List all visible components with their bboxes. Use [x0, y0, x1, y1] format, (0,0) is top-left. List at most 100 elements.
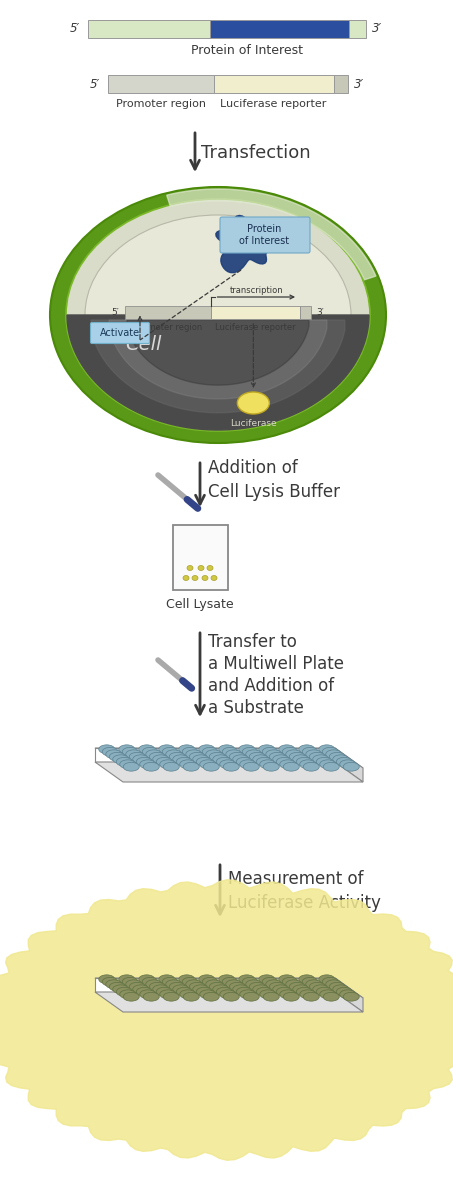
Ellipse shape: [182, 747, 198, 756]
Polygon shape: [95, 978, 363, 998]
Ellipse shape: [109, 982, 125, 991]
Ellipse shape: [85, 215, 351, 415]
Ellipse shape: [149, 753, 165, 761]
Ellipse shape: [319, 975, 335, 984]
Ellipse shape: [199, 745, 215, 754]
Ellipse shape: [293, 755, 309, 763]
Ellipse shape: [179, 975, 195, 984]
Ellipse shape: [289, 753, 305, 761]
Ellipse shape: [260, 760, 276, 768]
Ellipse shape: [196, 758, 212, 766]
Ellipse shape: [256, 988, 272, 996]
Ellipse shape: [260, 990, 276, 998]
Ellipse shape: [237, 392, 270, 414]
FancyBboxPatch shape: [220, 217, 310, 253]
Ellipse shape: [146, 979, 162, 989]
Ellipse shape: [213, 755, 229, 763]
Text: Measurement of
Luciferase Activity: Measurement of Luciferase Activity: [228, 870, 381, 912]
Ellipse shape: [223, 992, 239, 1001]
Ellipse shape: [109, 753, 125, 761]
Ellipse shape: [289, 982, 305, 991]
Ellipse shape: [106, 749, 122, 759]
Ellipse shape: [183, 762, 199, 772]
Ellipse shape: [203, 992, 219, 1001]
Ellipse shape: [106, 979, 122, 989]
Ellipse shape: [326, 979, 342, 989]
Ellipse shape: [187, 565, 193, 570]
Ellipse shape: [236, 758, 252, 766]
Ellipse shape: [269, 753, 285, 761]
Ellipse shape: [126, 979, 142, 989]
Polygon shape: [167, 189, 376, 280]
Ellipse shape: [99, 975, 115, 984]
Ellipse shape: [126, 749, 142, 759]
Text: Protein of Interest: Protein of Interest: [191, 44, 303, 57]
Ellipse shape: [202, 576, 208, 581]
Ellipse shape: [319, 745, 335, 754]
Ellipse shape: [99, 745, 115, 754]
Ellipse shape: [166, 749, 182, 759]
Ellipse shape: [129, 982, 145, 991]
Ellipse shape: [123, 992, 139, 1001]
Ellipse shape: [186, 749, 202, 759]
Ellipse shape: [222, 977, 238, 986]
Ellipse shape: [162, 747, 178, 756]
Ellipse shape: [256, 758, 272, 766]
Ellipse shape: [309, 982, 325, 991]
Polygon shape: [95, 978, 335, 992]
Ellipse shape: [242, 747, 258, 756]
Ellipse shape: [156, 988, 172, 996]
Polygon shape: [335, 748, 363, 782]
Text: Luciferase reporter: Luciferase reporter: [221, 99, 327, 109]
Text: Transfection: Transfection: [201, 144, 311, 162]
Ellipse shape: [166, 979, 182, 989]
Ellipse shape: [296, 988, 312, 996]
Bar: [210, 20, 349, 38]
Ellipse shape: [316, 758, 332, 766]
Ellipse shape: [216, 988, 232, 996]
Ellipse shape: [180, 990, 196, 998]
FancyBboxPatch shape: [91, 322, 149, 343]
Ellipse shape: [156, 758, 172, 766]
Ellipse shape: [306, 979, 322, 989]
Ellipse shape: [219, 745, 235, 754]
Ellipse shape: [153, 985, 169, 994]
Ellipse shape: [50, 186, 386, 442]
Ellipse shape: [276, 988, 292, 996]
Ellipse shape: [209, 753, 225, 761]
Ellipse shape: [140, 990, 156, 998]
Ellipse shape: [343, 762, 359, 772]
Ellipse shape: [183, 992, 199, 1001]
Ellipse shape: [202, 977, 218, 986]
Text: 5′: 5′: [90, 78, 100, 91]
Ellipse shape: [220, 760, 236, 768]
Ellipse shape: [329, 982, 345, 991]
Ellipse shape: [226, 979, 242, 989]
Ellipse shape: [202, 747, 218, 756]
Ellipse shape: [129, 753, 145, 761]
Ellipse shape: [193, 755, 209, 763]
Bar: [300, 306, 311, 319]
Ellipse shape: [249, 753, 265, 761]
Ellipse shape: [140, 760, 156, 768]
Ellipse shape: [283, 762, 299, 772]
Ellipse shape: [133, 755, 149, 763]
Ellipse shape: [176, 988, 192, 996]
Ellipse shape: [303, 762, 319, 772]
Ellipse shape: [169, 753, 185, 761]
Polygon shape: [95, 748, 363, 768]
Ellipse shape: [266, 979, 282, 989]
Ellipse shape: [192, 576, 198, 581]
Ellipse shape: [233, 985, 249, 994]
Ellipse shape: [243, 992, 259, 1001]
Ellipse shape: [169, 982, 185, 991]
Ellipse shape: [122, 747, 138, 756]
Ellipse shape: [207, 565, 213, 570]
Ellipse shape: [123, 762, 139, 772]
Ellipse shape: [286, 749, 302, 759]
Ellipse shape: [249, 982, 265, 991]
Ellipse shape: [279, 975, 295, 984]
Ellipse shape: [222, 747, 238, 756]
Text: 5′: 5′: [70, 22, 80, 35]
Ellipse shape: [146, 749, 162, 759]
